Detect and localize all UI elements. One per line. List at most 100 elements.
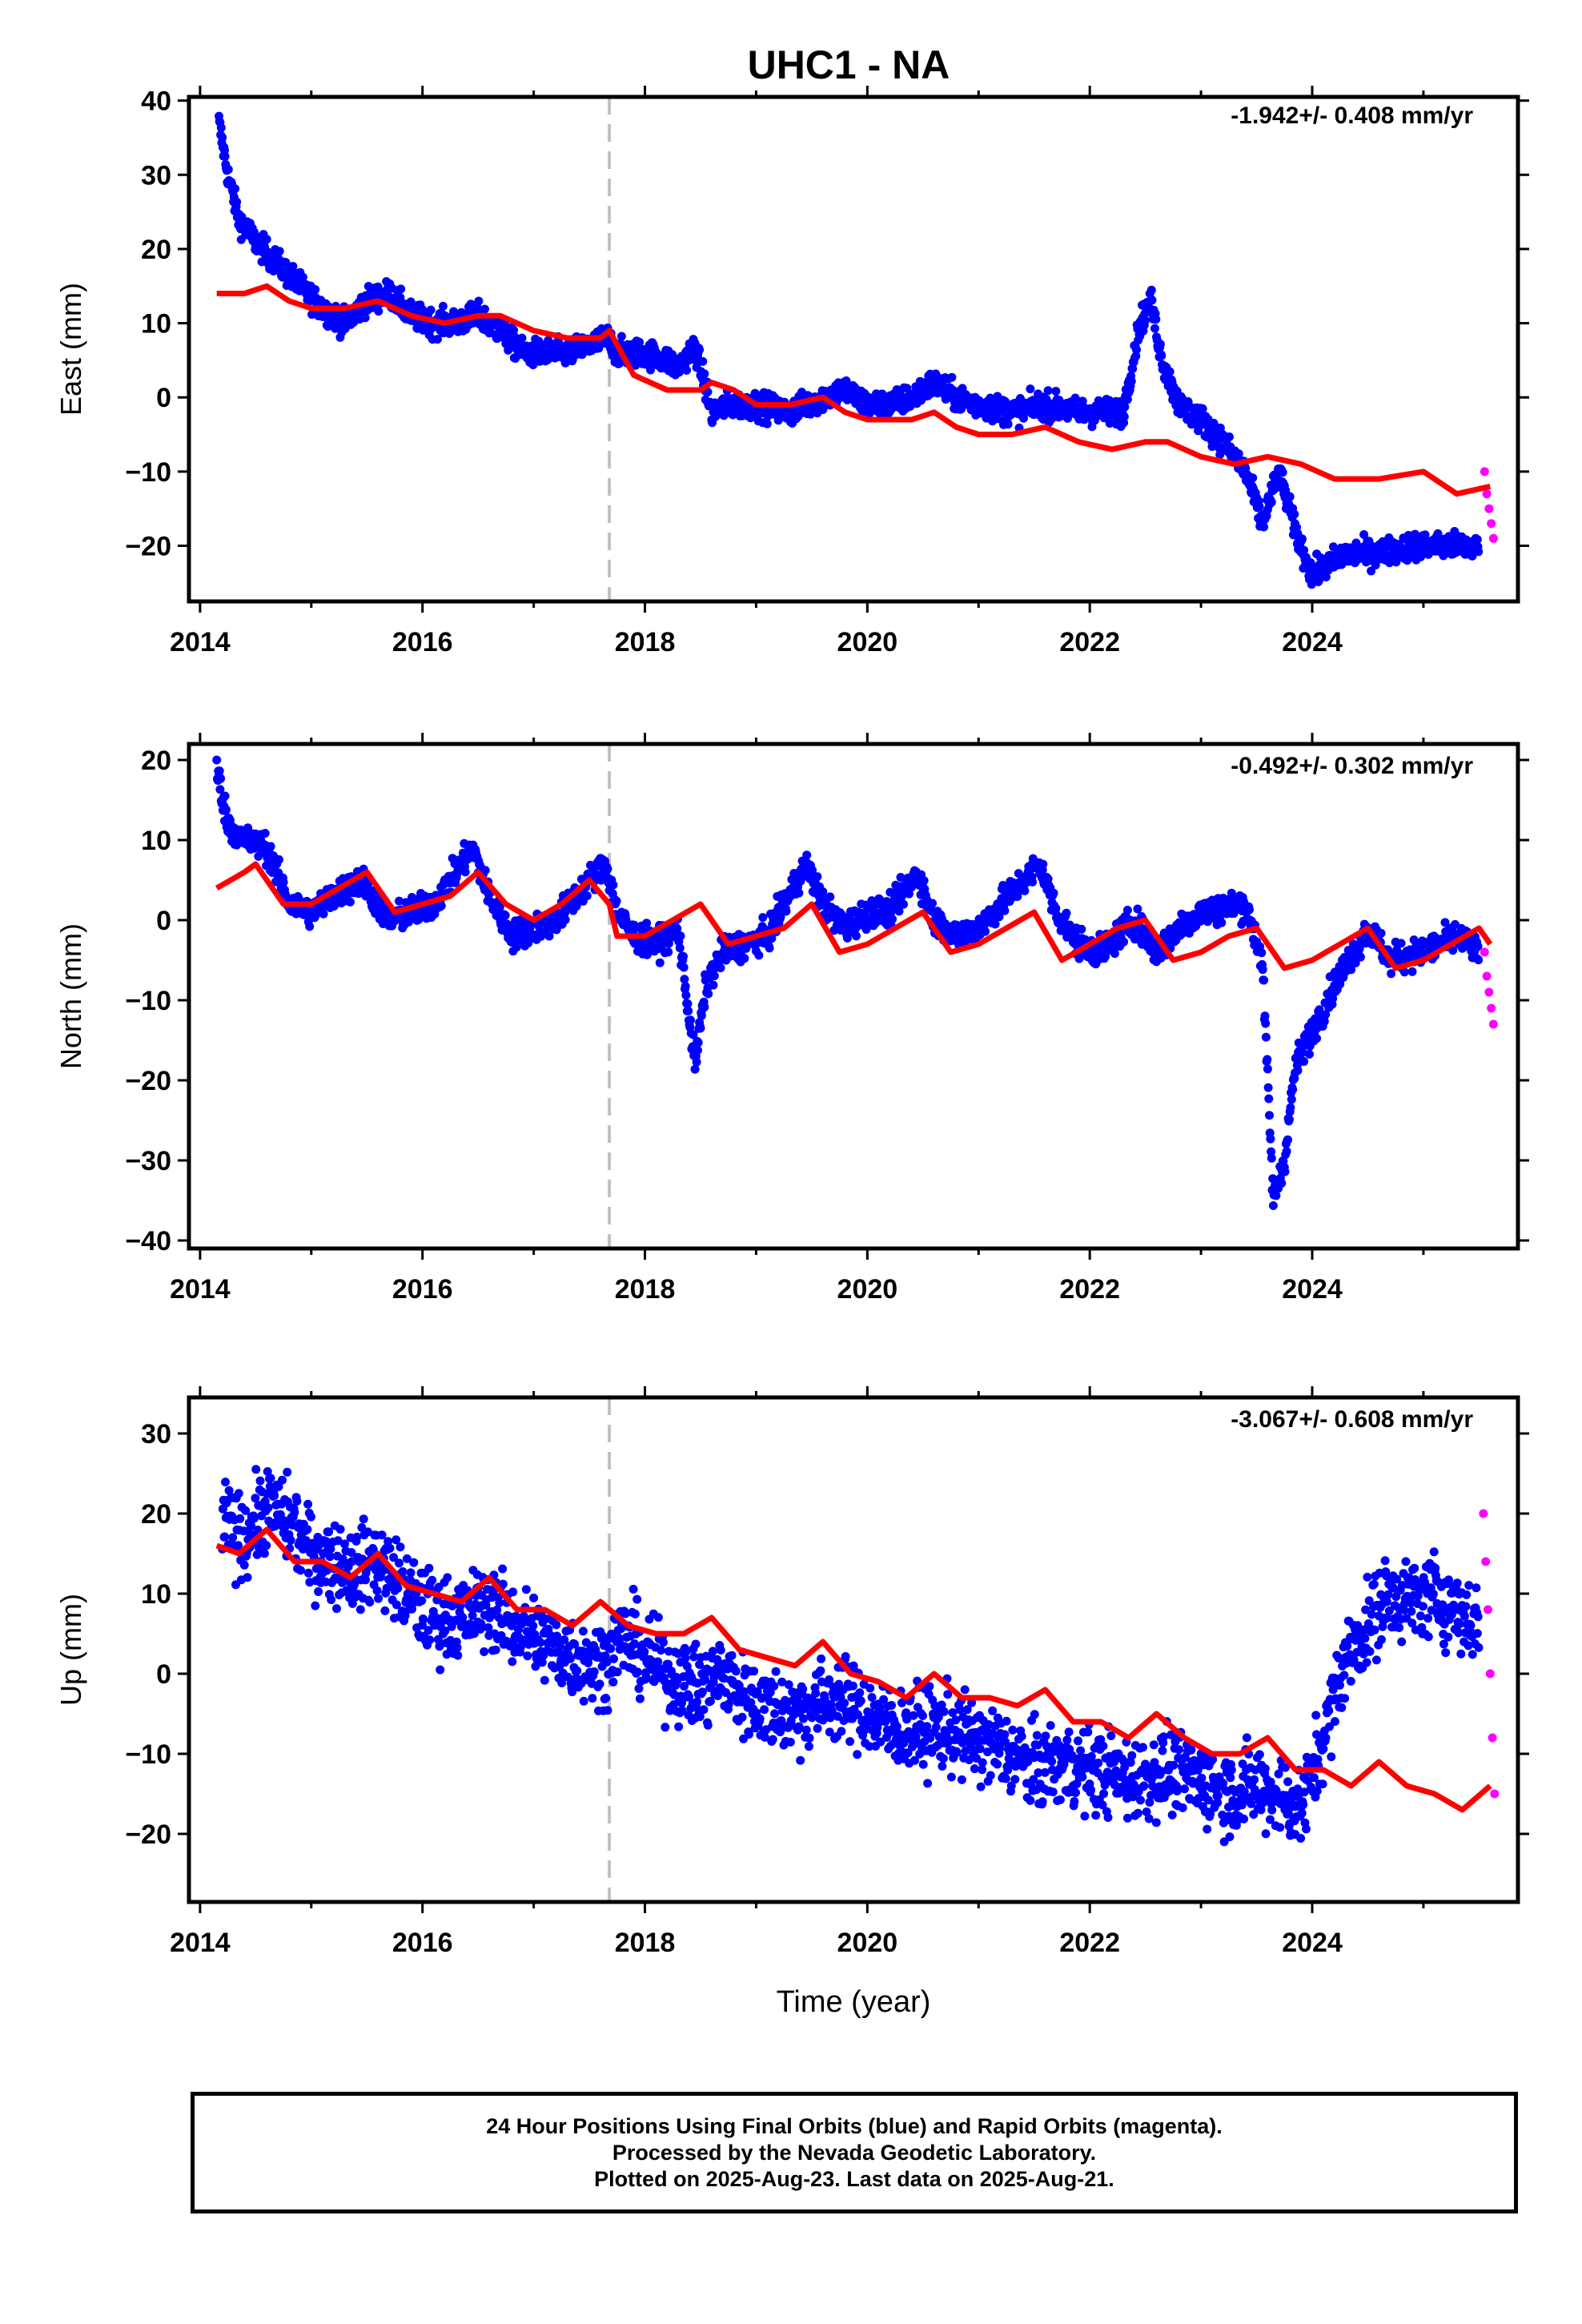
up-final-point [292,1497,302,1506]
east-final-point [700,369,709,379]
east-final-point [615,359,624,368]
north-final-point [825,892,835,902]
east-final-point [1128,364,1138,373]
north-final-point [664,939,673,948]
north-final-point [1263,1055,1272,1064]
north-final-point [796,876,805,886]
east-final-point [1290,509,1299,519]
north-final-point [1440,918,1450,927]
east-rate-label: -1.942+/- 0.408 mm/yr [1231,103,1473,129]
north-rapid-point [1487,1003,1496,1013]
up-final-point [303,1525,312,1534]
north-final-point [704,989,713,999]
north-final-point [460,867,470,877]
north-final-point [1133,904,1142,914]
east-final-point [1051,387,1061,396]
north-final-point [480,866,490,875]
east-final-point [360,313,370,323]
north-ticks: 2014 2016 2018 2020 2022 202420100−10−20−30−4… [125,733,1529,1305]
up-final-point [322,1537,331,1546]
north-final-point [1051,903,1061,913]
up-final-point [286,1535,295,1545]
north-final-point [852,931,861,941]
north-final-point [395,896,404,906]
up-final-point [239,1560,249,1570]
north-final-point [1285,1115,1294,1124]
north-final-point [1376,928,1386,938]
up-final-point [224,1486,234,1495]
north-final-point [1355,952,1365,962]
east-final-point [517,333,527,343]
east-ytick-label: 20 [141,235,171,265]
east-final-point [1131,352,1141,361]
north-final-point [1271,1191,1281,1200]
north-final-point [266,842,275,851]
east-final-point [216,123,226,132]
east-final-point [1120,402,1130,412]
north-final-point [1298,1047,1307,1057]
north-final-point [1049,888,1058,898]
east-final-point [288,262,298,271]
north-final-point [1261,1032,1271,1042]
north-ytick-label: −10 [125,986,171,1016]
up-final-point [326,1544,335,1554]
north-final-point [222,805,231,814]
east-final-point [877,389,887,399]
east-final-points [215,111,1484,589]
up-final-point [406,1568,416,1578]
up-final-point [235,1514,245,1523]
north-final-point [680,975,689,984]
north-final-point [1268,1201,1278,1210]
north-final-point [673,924,682,933]
east-final-point [1267,497,1276,507]
east-final-point [1259,522,1269,532]
north-final-point [216,774,226,783]
north-final-point [1263,1083,1273,1092]
north-final-point [896,873,905,882]
north-final-point [279,878,288,887]
north-final-point [1299,1057,1309,1066]
north-final-point [1267,1153,1276,1163]
north-final-point [808,866,817,875]
east-final-point [218,133,227,143]
north-ytick-label: −20 [125,1066,171,1096]
east-final-point [1234,449,1243,459]
up-final-point [324,1527,334,1537]
north-final-point [692,1057,701,1067]
north-final-point [888,915,897,924]
north-final-point [260,829,270,838]
north-final-point [1261,1019,1271,1028]
up-final-point [398,1567,408,1576]
east-final-point [682,365,692,375]
north-final-point [690,1064,700,1074]
up-final-point [307,1512,315,1522]
up-final-point [241,1506,251,1515]
east-ytick-label: 10 [141,309,171,340]
up-final-point [396,1542,405,1552]
north-final-point [689,1030,698,1039]
north-final-point [754,951,764,960]
up-final-point [263,1467,272,1476]
east-final-point [231,184,240,194]
north-final-point [655,958,665,967]
east-final-point [262,235,271,244]
up-final-point [327,1595,336,1605]
up-final-point [380,1606,390,1615]
north-final-point [1396,939,1406,948]
north-final-point [899,899,908,909]
north-model-line [215,861,1493,971]
east-final-point [1433,529,1443,538]
up-final-point [365,1598,375,1607]
north-final-point [1062,908,1071,918]
north-final-point [1282,1147,1291,1156]
north-final-point [1288,1085,1298,1094]
east-rapid-point [1482,489,1492,499]
east-final-point [1001,396,1010,406]
east-final-point [1105,419,1114,428]
east-final-point [509,325,519,335]
east-final-point [223,165,233,175]
panel-north: 2014 2016 2018 2020 2022 202420100−10−20−30−4… [54,733,1529,1305]
north-final-point [1351,959,1360,967]
north-final-point [1077,924,1086,934]
east-final-point [311,285,320,294]
